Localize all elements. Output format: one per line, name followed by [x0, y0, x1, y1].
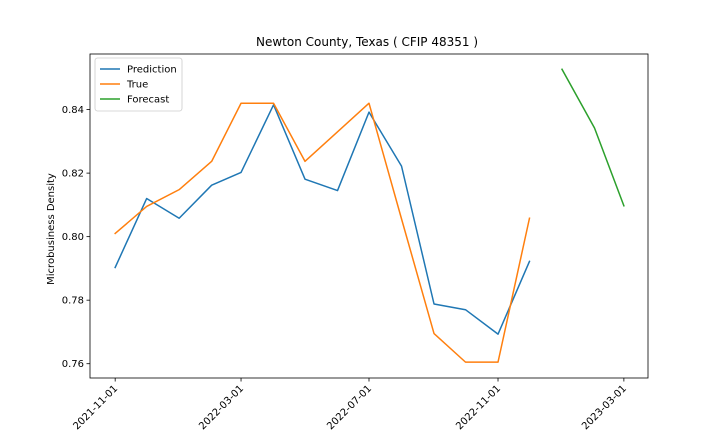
legend-label-prediction: Prediction: [127, 65, 177, 76]
series-line-true: [114, 102, 531, 363]
y-tick-label: 0.76: [62, 359, 84, 370]
y-tick-label: 0.78: [62, 296, 84, 307]
legend-box: [94, 57, 183, 112]
chart-title: Newton County, Texas ( CFIP 48351 ): [256, 35, 478, 49]
y-tick-label: 0.82: [62, 169, 84, 180]
x-tick-label: 2022-11-01: [454, 383, 503, 432]
y-tick-label: 0.80: [62, 232, 84, 243]
legend-label-true: True: [126, 80, 148, 91]
legend: Prediction True Forecast: [94, 57, 183, 112]
series-line-prediction: [114, 104, 531, 335]
x-tick-label: 2021-11-01: [71, 383, 120, 432]
x-tick-label: 2022-07-01: [325, 383, 374, 432]
y-tick-label: 0.84: [62, 105, 84, 116]
y-axis-title: Microbusiness Density: [46, 173, 57, 285]
x-tick-label: 2022-03-01: [197, 383, 246, 432]
x-tick-label: 2023-03-01: [580, 383, 629, 432]
legend-label-forecast: Forecast: [127, 95, 169, 106]
series-line-forecast: [560, 68, 625, 207]
